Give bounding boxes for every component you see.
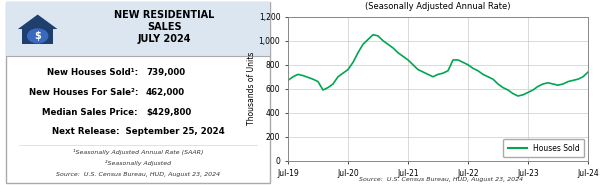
Text: ¹Seasonally Adjusted Annual Rate (SAAR): ¹Seasonally Adjusted Annual Rate (SAAR) <box>73 149 203 155</box>
FancyBboxPatch shape <box>6 2 270 183</box>
Text: $: $ <box>34 31 41 41</box>
Circle shape <box>28 29 48 43</box>
Text: 462,000: 462,000 <box>146 88 185 97</box>
Text: $429,800: $429,800 <box>146 108 191 117</box>
Text: 739,000: 739,000 <box>146 68 185 77</box>
Text: ²Seasonally Adjusted: ²Seasonally Adjusted <box>105 160 171 166</box>
Text: NEW RESIDENTIAL: NEW RESIDENTIAL <box>114 10 215 20</box>
FancyBboxPatch shape <box>22 28 53 43</box>
Text: JULY 2024: JULY 2024 <box>137 34 191 44</box>
Text: SALES: SALES <box>147 22 182 32</box>
Legend: Houses Sold: Houses Sold <box>503 139 584 157</box>
Text: Median Sales Price:: Median Sales Price: <box>43 108 138 117</box>
Text: Source:  U.S. Census Bureau, HUD, August 23, 2024: Source: U.S. Census Bureau, HUD, August … <box>56 171 220 177</box>
FancyBboxPatch shape <box>6 2 270 56</box>
Y-axis label: Thousands of Units: Thousands of Units <box>247 52 256 125</box>
Polygon shape <box>18 15 58 29</box>
Text: Source:  U.S. Census Bureau, HUD, August 23, 2024: Source: U.S. Census Bureau, HUD, August … <box>359 177 523 182</box>
Text: Next Release:  September 25, 2024: Next Release: September 25, 2024 <box>52 127 224 136</box>
Text: (Seasonally Adjusted Annual Rate): (Seasonally Adjusted Annual Rate) <box>365 2 511 11</box>
Text: New Houses Sold¹:: New Houses Sold¹: <box>47 68 138 77</box>
Text: New Houses For Sale²:: New Houses For Sale²: <box>29 88 138 97</box>
